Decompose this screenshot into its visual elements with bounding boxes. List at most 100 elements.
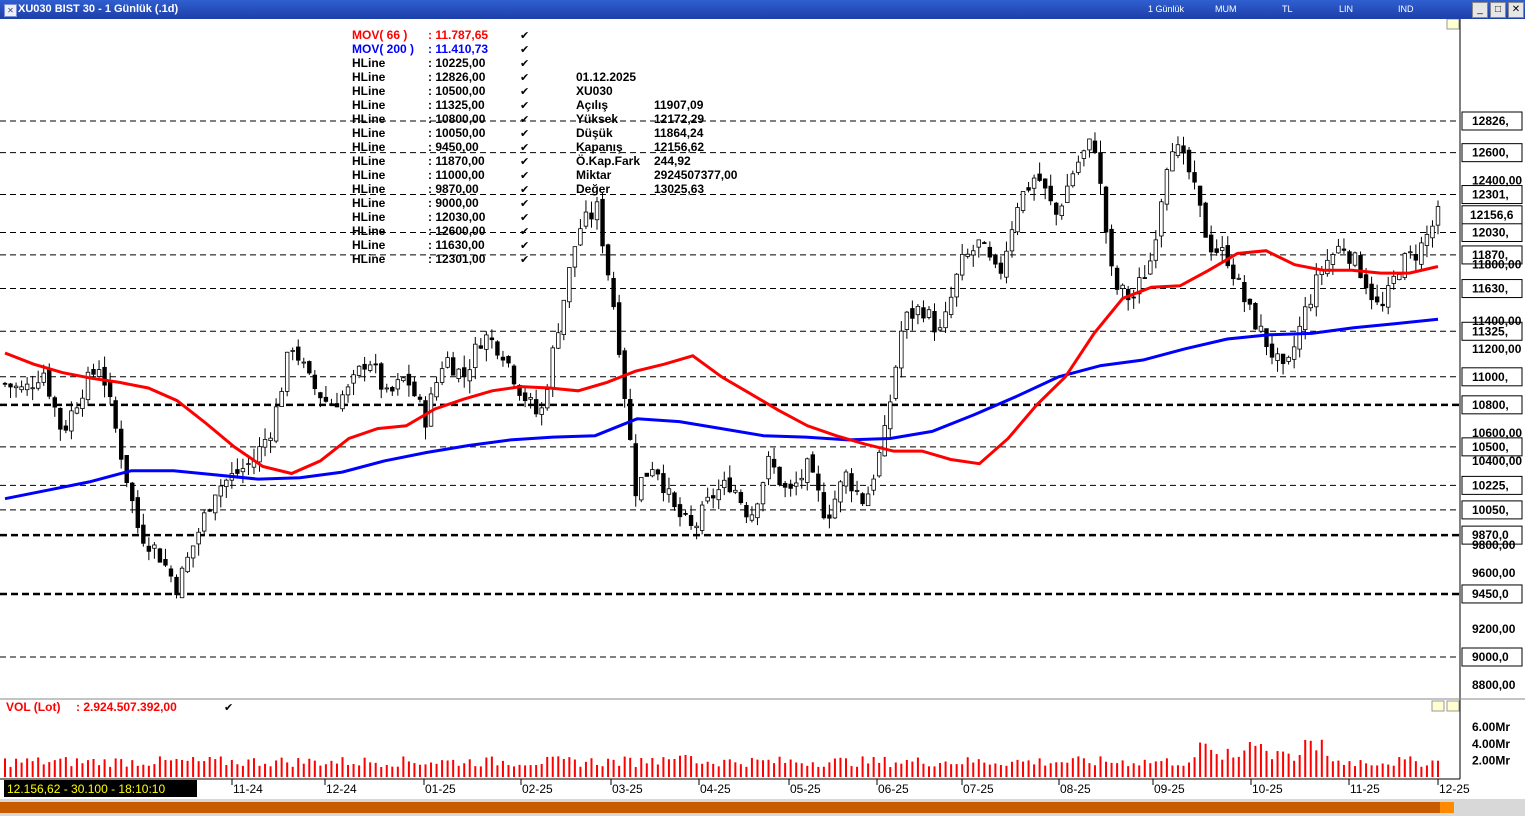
- volume-bar: [916, 757, 919, 777]
- candle-body: [157, 548, 163, 563]
- hline-check-icon: ✔: [520, 58, 529, 70]
- window-icon[interactable]: ✕: [4, 4, 17, 17]
- toolbar-currency[interactable]: TL: [1282, 4, 1293, 14]
- candle-body: [273, 406, 279, 442]
- candle-body: [910, 308, 915, 319]
- candle-body: [1070, 173, 1076, 187]
- hline-label-box: [1461, 185, 1523, 205]
- volume-bar: [446, 760, 449, 777]
- candle-body: [1164, 169, 1170, 205]
- status-box: [4, 780, 197, 797]
- hline-legend-value: : 11870,00: [428, 154, 485, 168]
- volume-bar: [402, 756, 405, 777]
- candle-body: [932, 311, 937, 333]
- y-tick-label: 11200,00: [1472, 342, 1522, 356]
- candle-body: [1131, 296, 1136, 299]
- close-icon[interactable]: ✕: [1508, 2, 1524, 18]
- hline-check-icon: ✔: [520, 72, 529, 84]
- candle-body: [1042, 178, 1048, 189]
- volume-bar: [551, 756, 554, 777]
- candle-body: [699, 504, 705, 531]
- candle-body: [35, 382, 41, 389]
- maximize-icon[interactable]: □: [1490, 2, 1506, 18]
- toolbar-indicators[interactable]: IND: [1398, 4, 1414, 14]
- hline-legend-name: HLine: [352, 196, 386, 210]
- volume-bar: [811, 762, 814, 777]
- hline-label-box: [1461, 437, 1523, 457]
- volume-bar: [1055, 762, 1058, 777]
- x-label: 06-25: [878, 782, 909, 796]
- candle-body: [91, 369, 96, 375]
- volume-bar: [1160, 761, 1163, 777]
- hline-label-box: [1461, 584, 1523, 604]
- volume-bar: [872, 756, 875, 777]
- hline-legend-value: : 10050,00: [428, 126, 486, 140]
- price-chart[interactable]: 6.00Mr 4.00Mr 2.00Mr 12826, 12600, 12301, 120…: [0, 19, 1525, 816]
- volume-bar: [341, 757, 344, 777]
- volume-bar: [358, 765, 361, 777]
- candle-body: [727, 477, 732, 493]
- hline-check-icon: ✔: [520, 198, 529, 210]
- volume-bar: [927, 766, 930, 777]
- volume-bar: [867, 763, 870, 777]
- candle-body: [356, 365, 362, 376]
- candle-body: [993, 254, 998, 265]
- volume-bar: [490, 756, 493, 777]
- hline-label: 9000,0: [1472, 650, 1509, 664]
- volume-bar: [662, 757, 665, 777]
- volume-bar: [1387, 764, 1390, 777]
- candle-body: [1159, 201, 1164, 237]
- volume-bar: [31, 761, 34, 777]
- candle-body: [47, 368, 52, 397]
- volume-bar: [623, 756, 626, 777]
- candle-body: [478, 345, 484, 349]
- minimize-icon[interactable]: _: [1472, 2, 1488, 18]
- candle-body: [1380, 303, 1385, 307]
- volume-bar: [706, 761, 709, 777]
- volume-bar: [396, 766, 399, 777]
- hline-legend-name: HLine: [352, 112, 386, 126]
- volume-bar: [264, 763, 267, 777]
- candle-body: [666, 488, 672, 495]
- panel-button-top[interactable]: [1446, 19, 1460, 30]
- candle-body: [284, 351, 290, 392]
- volume-bar: [988, 764, 991, 777]
- volume-bar: [579, 766, 582, 777]
- hline-legend-name: HLine: [352, 70, 386, 84]
- volume-bar: [374, 762, 377, 777]
- candle-body: [511, 365, 517, 385]
- candle-body: [1397, 273, 1402, 281]
- vol-panel-button-2[interactable]: [1446, 700, 1460, 712]
- candle-body: [1330, 254, 1336, 265]
- candle-body: [655, 469, 661, 475]
- volume-bar: [441, 760, 444, 777]
- scrollbar-handle[interactable]: [1440, 802, 1454, 813]
- volume-bar: [385, 764, 388, 777]
- volume-check-icon[interactable]: ✔: [224, 702, 233, 714]
- candle-body: [1286, 356, 1291, 362]
- candle-body: [1137, 277, 1142, 295]
- candle-body: [561, 299, 567, 335]
- mov66-check-icon: ✔: [520, 30, 529, 42]
- volume-bar: [701, 763, 704, 777]
- toolbar-period[interactable]: 1 Günlük: [1148, 4, 1185, 14]
- volume-bar: [607, 758, 610, 777]
- toolbar-candle[interactable]: MUM: [1215, 4, 1237, 14]
- info-label: Kapanış: [576, 140, 623, 154]
- x-label: 11-25: [1350, 782, 1380, 796]
- candle-body: [1225, 245, 1230, 267]
- toolbar-linear[interactable]: LIN: [1339, 4, 1354, 14]
- candle-body: [351, 374, 356, 384]
- volume-bar: [1099, 756, 1102, 777]
- volume-bar: [717, 766, 720, 777]
- volume-bar: [1315, 750, 1318, 777]
- hline-legend-name: HLine: [352, 210, 386, 224]
- vol-panel-button-1[interactable]: [1431, 700, 1445, 712]
- candle-body: [201, 512, 207, 532]
- scrollbar-thumb[interactable]: [0, 802, 1440, 813]
- candle-body: [135, 497, 140, 528]
- candle-body: [179, 567, 185, 599]
- candle-body: [495, 341, 500, 356]
- candle-body: [268, 437, 273, 441]
- volume-bar: [1116, 763, 1119, 777]
